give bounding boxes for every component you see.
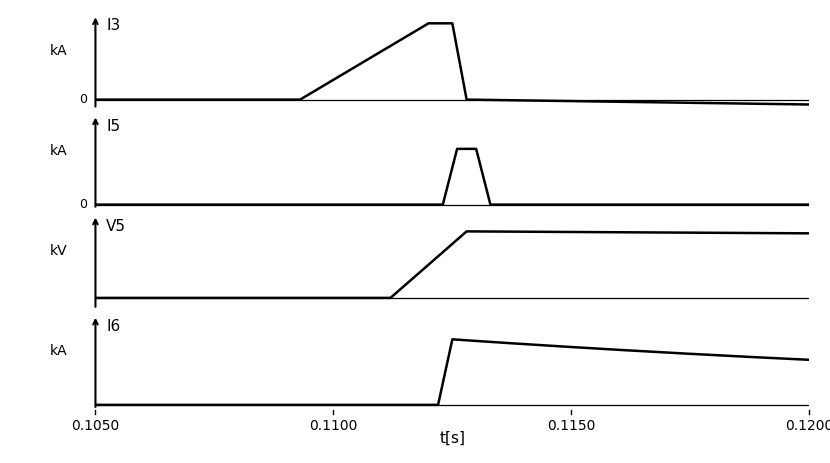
Text: t[s]: t[s] xyxy=(439,431,466,446)
Text: 0: 0 xyxy=(79,93,87,106)
Text: 0.1200: 0.1200 xyxy=(785,419,830,432)
Text: V5: V5 xyxy=(106,219,126,234)
Text: 0.1050: 0.1050 xyxy=(71,419,120,432)
Text: I3: I3 xyxy=(106,19,120,33)
Text: kV: kV xyxy=(49,244,67,258)
Text: I5: I5 xyxy=(106,119,120,133)
Text: 0.1150: 0.1150 xyxy=(547,419,595,432)
Text: I6: I6 xyxy=(106,319,120,334)
Text: kA: kA xyxy=(49,44,67,58)
Text: 0.1100: 0.1100 xyxy=(310,419,358,432)
Text: 0: 0 xyxy=(79,198,87,211)
Text: kA: kA xyxy=(49,144,67,158)
Text: kA: kA xyxy=(49,344,67,358)
